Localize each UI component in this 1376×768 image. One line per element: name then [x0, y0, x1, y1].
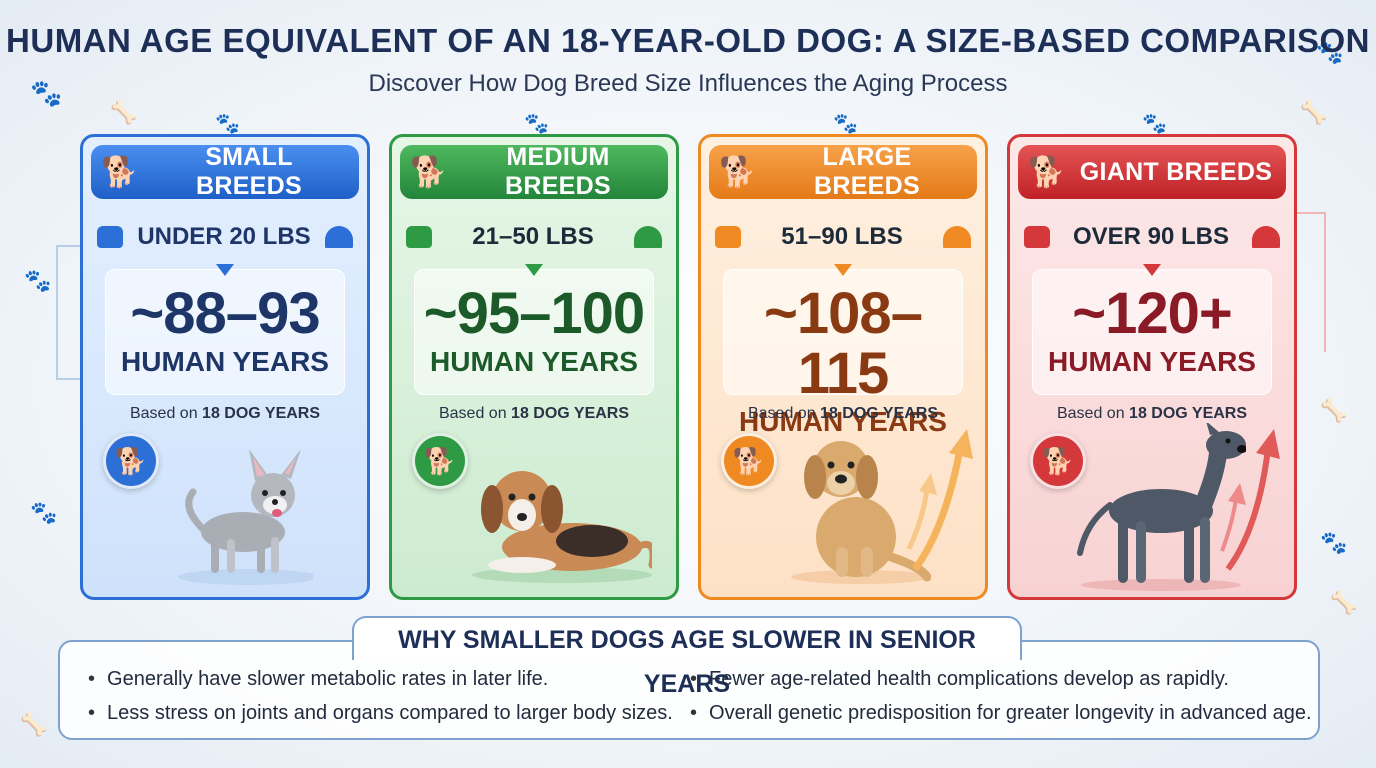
paw-icon: 🐾 [215, 113, 240, 135]
weight-range: UNDER 20 LBS [137, 223, 311, 250]
reason-item: Generally have slower metabolic rates in… [88, 668, 548, 691]
card-title: SMALL BREEDS [196, 143, 302, 200]
card-title: MEDIUM BREEDS [505, 143, 611, 200]
scale-icon [97, 226, 123, 248]
card-header: 🐕 LARGE BREEDS [709, 143, 977, 200]
connector-line [56, 245, 84, 380]
bone-icon: 🦴 [20, 712, 48, 737]
card-header: 🐕 GIANT BREEDS [1018, 145, 1286, 199]
weight-row: UNDER 20 LBS [97, 219, 353, 255]
weight-range: OVER 90 LBS [1072, 223, 1230, 250]
paw-icon: 🐾 [30, 500, 58, 525]
bone-icon: 🦴 [110, 100, 138, 125]
weight-row: OVER 90 LBS [1024, 219, 1280, 255]
reason-item: Fewer age-related health complications d… [690, 668, 1229, 691]
based-on-text: Based on 18 DOG YEARS [747, 405, 939, 422]
gauge-icon [634, 226, 662, 248]
why-title-mask [354, 652, 1020, 660]
bone-icon: 🦴 [1320, 398, 1348, 423]
card-title: LARGE BREEDS [814, 143, 920, 200]
age-unit: HUMAN YEARS [739, 406, 947, 437]
age-unit: HUMAN YEARS [1048, 346, 1256, 377]
page-subtitle: Discover How Dog Breed Size Influences t… [368, 70, 1008, 97]
paw-icon: 🐾 [1320, 530, 1348, 555]
arrow-down-icon [525, 264, 543, 276]
arrow-down-icon [1143, 264, 1161, 276]
gauge-icon [943, 226, 971, 248]
dog-badge-icon: 🐕 [721, 433, 777, 489]
trend-arrow-icon [906, 429, 973, 572]
paw-icon: 🐾 [524, 113, 549, 135]
reason-item: Overall genetic predisposition for great… [690, 702, 1312, 725]
age-box: ~108–115 HUMAN YEARS [723, 264, 963, 437]
card-header: 🐕 SMALL BREEDS [91, 143, 359, 200]
gauge-icon [1251, 226, 1280, 248]
age-unit: HUMAN YEARS [121, 346, 329, 377]
great-dane-illustration [1077, 423, 1246, 591]
beagle-illustration [472, 471, 652, 583]
card-small-breeds: 🐾 🐕 SMALL BREEDS UNDER 20 LBS ~88–93 HUM… [80, 113, 370, 600]
age-unit: HUMAN YEARS [430, 346, 638, 377]
golden-retriever-illustration [791, 441, 931, 584]
based-on-text: Based on 18 DOG YEARS [438, 405, 630, 422]
card-giant-breeds: 🐾 🐕 GIANT BREEDS OVER 90 LBS ~120+ HUMAN… [1007, 113, 1297, 600]
page-title: HUMAN AGE EQUIVALENT OF AN 18-YEAR-OLD D… [6, 22, 1370, 59]
based-on-text: Based on 18 DOG YEARS [1056, 405, 1248, 422]
weight-row: 21–50 LBS [406, 219, 662, 255]
reason-item: Less stress on joints and organs compare… [88, 702, 673, 725]
age-value: ~95–100 [423, 281, 645, 346]
card-header: 🐕 MEDIUM BREEDS [400, 143, 668, 200]
age-box: ~88–93 HUMAN YEARS [105, 264, 345, 395]
paw-icon: 🐾 [833, 113, 858, 135]
age-value: ~108–115 [764, 281, 923, 406]
dog-badge-icon: 🐕 [103, 433, 159, 489]
age-box: ~95–100 HUMAN YEARS [414, 264, 654, 395]
weight-range: 51–90 LBS [781, 223, 903, 250]
based-on-text: Based on 18 DOG YEARS [129, 405, 321, 422]
retriever-icon: 🐕 [719, 155, 757, 189]
bone-icon: 🦴 [1300, 100, 1328, 125]
arrow-down-icon [216, 264, 234, 276]
scale-icon [406, 226, 432, 248]
gauge-icon [325, 226, 353, 248]
paw-icon: 🐾 [24, 268, 52, 293]
bone-icon: 🦴 [1330, 590, 1358, 615]
connector-line [1296, 212, 1326, 352]
card-large-breeds: 🐾 🐕 LARGE BREEDS 51–90 LBS ~108–115 HUMA… [698, 113, 988, 600]
card-title: GIANT BREEDS [1079, 157, 1273, 186]
great-dane-icon: 🐕 [1028, 155, 1066, 189]
arrow-down-icon [834, 264, 852, 276]
weight-range: 21–50 LBS [472, 223, 594, 250]
paw-icon: 🐾 [30, 78, 63, 108]
trend-arrow-icon [1220, 429, 1280, 571]
age-value: ~88–93 [130, 281, 320, 346]
scale-icon [715, 226, 741, 248]
chihuahua-icon: 🐕 [101, 155, 139, 189]
age-value: ~120+ [1072, 281, 1233, 346]
beagle-icon: 🐕 [410, 155, 448, 189]
chihuahua-illustration [178, 449, 313, 585]
card-medium-breeds: 🐾 🐕 MEDIUM BREEDS 21–50 LBS ~95–100 HUMA… [389, 113, 679, 600]
dog-badge-icon: 🐕 [1030, 433, 1086, 489]
weight-row: 51–90 LBS [715, 219, 971, 255]
scale-icon [1024, 226, 1050, 248]
age-box: ~120+ HUMAN YEARS [1032, 264, 1272, 395]
paw-icon: 🐾 [1142, 113, 1167, 135]
paw-icon: 🐾 [1316, 40, 1344, 65]
dog-badge-icon: 🐕 [412, 433, 468, 489]
